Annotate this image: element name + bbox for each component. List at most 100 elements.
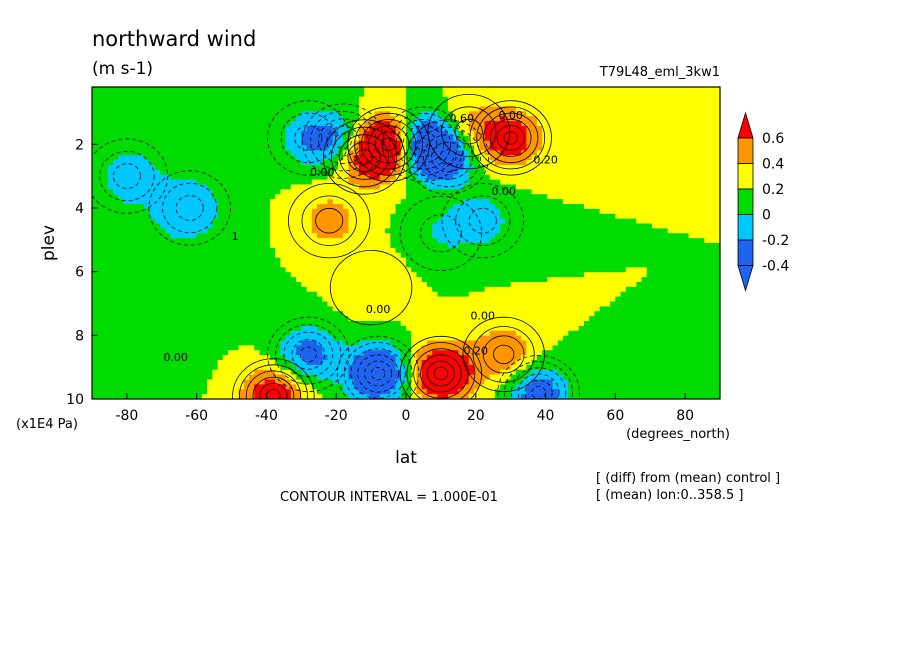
heatmap-cell xyxy=(348,179,355,186)
heatmap-cell xyxy=(657,169,664,176)
heatmap-cell xyxy=(683,282,690,288)
heatmap-cell xyxy=(191,96,198,103)
heatmap-cell xyxy=(442,130,449,137)
heatmap-cell xyxy=(385,247,391,254)
heatmap-cell xyxy=(259,233,266,239)
heatmap-cell xyxy=(369,174,376,181)
heatmap-cell xyxy=(369,111,376,117)
heatmap-cell xyxy=(542,223,548,229)
heatmap-cell xyxy=(280,272,287,278)
heatmap-cell xyxy=(631,218,637,225)
heatmap-cell xyxy=(531,101,538,108)
heatmap-cell xyxy=(651,160,658,166)
heatmap-cell xyxy=(269,96,276,103)
heatmap-cell xyxy=(107,130,114,137)
heatmap-cell xyxy=(165,194,172,200)
heatmap-cell xyxy=(547,252,554,259)
heatmap-cell xyxy=(458,277,465,283)
heatmap-cell xyxy=(374,140,381,147)
heatmap-cell xyxy=(327,184,334,190)
heatmap-cell xyxy=(463,277,470,283)
heatmap-cell xyxy=(196,130,203,137)
heatmap-cell xyxy=(667,111,674,117)
heatmap-cell xyxy=(699,130,705,137)
heatmap-cell xyxy=(385,257,391,264)
heatmap-cell xyxy=(353,189,360,195)
heatmap-cell xyxy=(426,238,433,244)
heatmap-cell xyxy=(573,174,580,181)
heatmap-cell xyxy=(463,121,470,127)
heatmap-cell xyxy=(437,96,444,103)
heatmap-cell xyxy=(317,135,323,142)
heatmap-cell xyxy=(442,199,449,205)
heatmap-cell xyxy=(672,111,679,117)
heatmap-cell xyxy=(683,233,690,239)
heatmap-cell xyxy=(515,140,522,147)
heatmap-cell xyxy=(521,145,527,151)
heatmap-cell xyxy=(343,252,350,259)
heatmap-cell xyxy=(123,233,130,239)
heatmap-cell xyxy=(667,87,674,93)
heatmap-cell xyxy=(468,87,475,93)
heatmap-cell xyxy=(238,223,245,229)
heatmap-cell xyxy=(474,101,480,108)
heatmap-cell xyxy=(170,223,177,229)
heatmap-cell xyxy=(139,199,145,205)
heatmap-cell xyxy=(453,208,459,215)
heatmap-cell xyxy=(154,91,161,98)
heatmap-cell xyxy=(463,150,470,156)
heatmap-cell xyxy=(631,262,637,268)
heatmap-cell xyxy=(154,174,161,181)
heatmap-cell xyxy=(264,208,271,215)
heatmap-cell xyxy=(662,208,669,215)
heatmap-cell xyxy=(311,96,318,103)
heatmap-cell xyxy=(170,243,177,249)
heatmap-cell xyxy=(515,243,522,249)
heatmap-cell xyxy=(249,208,255,215)
heatmap-cell xyxy=(547,174,554,181)
heatmap-cell xyxy=(709,116,716,122)
heatmap-cell xyxy=(144,213,151,220)
heatmap-cell xyxy=(667,150,674,156)
heatmap-cell xyxy=(667,233,674,239)
heatmap-cell xyxy=(233,194,240,200)
heatmap-cell xyxy=(306,145,313,151)
heatmap-cell xyxy=(191,272,198,278)
heatmap-cell xyxy=(191,252,198,259)
heatmap-cell xyxy=(500,130,507,137)
heatmap-cell xyxy=(92,272,98,278)
heatmap-cell xyxy=(369,121,376,127)
heatmap-cell xyxy=(672,189,679,195)
heatmap-cell xyxy=(494,135,501,142)
heatmap-cell xyxy=(254,286,261,293)
heatmap-cell xyxy=(97,116,104,122)
heatmap-cell xyxy=(610,96,616,103)
heatmap-cell xyxy=(170,189,177,195)
heatmap-cell xyxy=(400,111,407,117)
heatmap-cell xyxy=(385,223,391,229)
heatmap-cell xyxy=(97,126,104,132)
heatmap-cell xyxy=(442,243,449,249)
heatmap-cell xyxy=(207,277,213,283)
heatmap-cell xyxy=(133,262,140,268)
heatmap-cell xyxy=(322,247,329,254)
heatmap-cell xyxy=(180,150,187,156)
heatmap-cell xyxy=(500,96,507,103)
heatmap-cell xyxy=(557,247,564,254)
heatmap-cell xyxy=(406,238,412,244)
heatmap-cell xyxy=(269,233,276,239)
heatmap-cell xyxy=(191,184,198,190)
heatmap-cell xyxy=(651,267,658,273)
heatmap-cell xyxy=(458,135,465,142)
heatmap-cell xyxy=(249,213,255,220)
heatmap-cell xyxy=(479,218,486,225)
heatmap-cell xyxy=(620,184,627,190)
heatmap-cell xyxy=(233,272,240,278)
heatmap-cell xyxy=(594,135,601,142)
heatmap-cell xyxy=(374,277,381,283)
heatmap-cell xyxy=(102,101,109,108)
heatmap-cell xyxy=(704,179,711,186)
heatmap-cell xyxy=(301,179,308,186)
heatmap-cell xyxy=(510,252,517,259)
heatmap-cell xyxy=(322,213,329,220)
